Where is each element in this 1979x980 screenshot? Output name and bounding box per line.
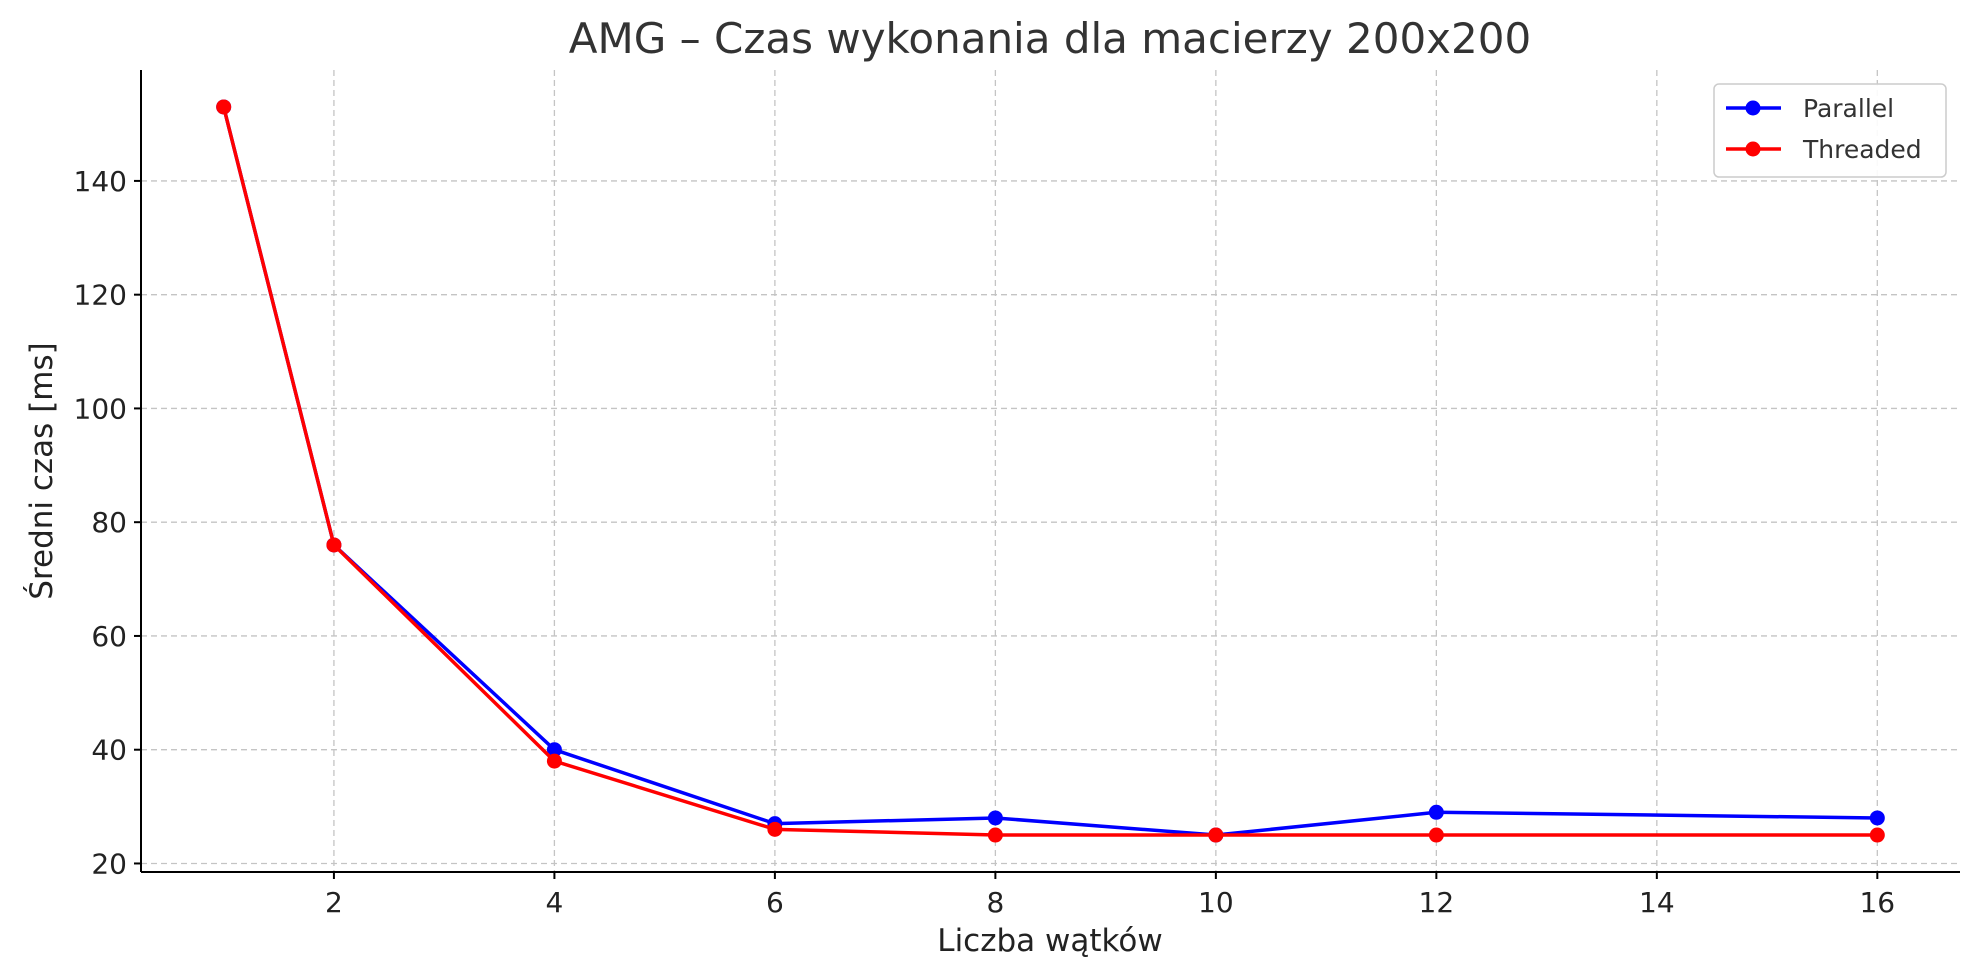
x-ticks: 2 4 6 8 10 12 14 16 (325, 872, 1895, 919)
series-parallel (216, 99, 1885, 843)
x-axis-label: Liczba wątków (937, 923, 1162, 959)
data-point-threaded (767, 821, 783, 837)
y-tick-label: 120 (74, 279, 127, 312)
data-point-threaded (1869, 827, 1885, 843)
data-point-threaded (546, 753, 562, 769)
y-tick-label: 80 (91, 506, 127, 539)
data-point-parallel (1869, 810, 1885, 826)
x-tick-label: 16 (1859, 886, 1895, 919)
data-point-threaded (326, 537, 342, 553)
x-tick-label: 8 (986, 886, 1004, 919)
x-tick-label: 2 (325, 886, 343, 919)
legend-threaded-label: Threaded (1802, 135, 1922, 164)
y-ticks: 20 40 60 80 100 120 140 (74, 165, 141, 880)
x-tick-label: 6 (766, 886, 784, 919)
data-point-parallel (546, 742, 562, 758)
data-point-threaded (1428, 827, 1444, 843)
x-tick-label: 12 (1419, 886, 1455, 919)
x-tick-label: 10 (1198, 886, 1234, 919)
y-axis-label: Średni czas [ms] (23, 342, 60, 599)
legend-parallel-marker (1745, 100, 1761, 116)
data-point-parallel (1428, 804, 1444, 820)
legend-threaded-marker (1745, 141, 1761, 157)
y-tick-label: 60 (91, 620, 127, 653)
chart-title: AMG – Czas wykonania dla macierzy 200x20… (569, 14, 1531, 63)
y-tick-label: 100 (74, 392, 127, 425)
series (216, 99, 1885, 843)
axes (140, 70, 1960, 873)
data-point-threaded (216, 99, 232, 115)
series-threaded (216, 99, 1885, 843)
data-point-threaded (1208, 827, 1224, 843)
legend-parallel-label: Parallel (1803, 94, 1894, 123)
x-tick-label: 4 (545, 886, 563, 919)
series-line-parallel (221, 106, 1878, 837)
grid (141, 70, 1960, 872)
data-point-threaded (987, 827, 1003, 843)
y-tick-label: 40 (91, 734, 127, 767)
y-tick-label: 140 (74, 165, 127, 198)
y-tick-label: 20 (91, 847, 127, 880)
data-point-parallel (987, 810, 1003, 826)
x-tick-label: 14 (1639, 886, 1675, 919)
series-line-threaded (221, 106, 1878, 837)
legend: Parallel Threaded (1713, 83, 1947, 178)
